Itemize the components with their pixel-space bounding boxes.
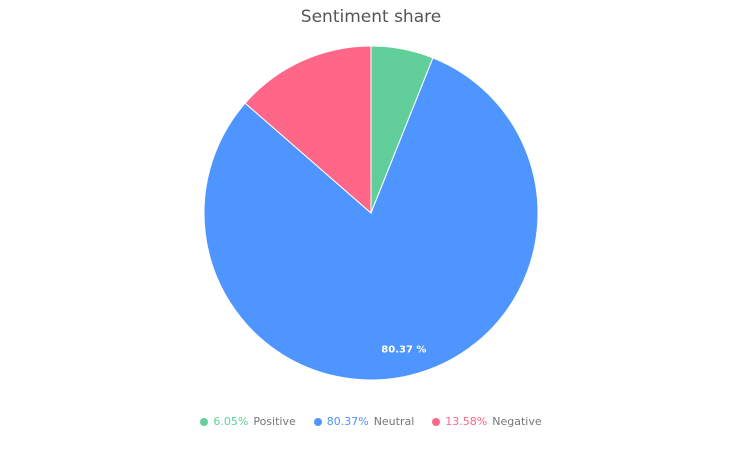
legend-label: Negative <box>492 415 542 428</box>
legend-item: 80.37% Neutral <box>313 415 415 428</box>
chart-title: Sentiment share <box>301 7 441 27</box>
legend-value: 80.37% <box>326 415 369 428</box>
legend-marker <box>200 417 209 426</box>
legend-item: 6.05% Positive <box>200 415 296 428</box>
legend-marker <box>313 417 322 426</box>
legend-label: Neutral <box>373 415 415 428</box>
legend-item: 13.58% Negative <box>432 415 542 428</box>
legend-value: 6.05% <box>213 415 249 428</box>
legend: 6.05% Positive 80.37% Neutral 13.58% Negative <box>0 415 742 428</box>
pie-slice <box>203 57 539 381</box>
legend-marker <box>432 417 441 426</box>
legend-value: 13.58% <box>445 415 488 428</box>
legend-label: Positive <box>253 415 296 428</box>
pie-slice <box>244 45 372 215</box>
data-label: 80.37 % <box>381 344 426 355</box>
